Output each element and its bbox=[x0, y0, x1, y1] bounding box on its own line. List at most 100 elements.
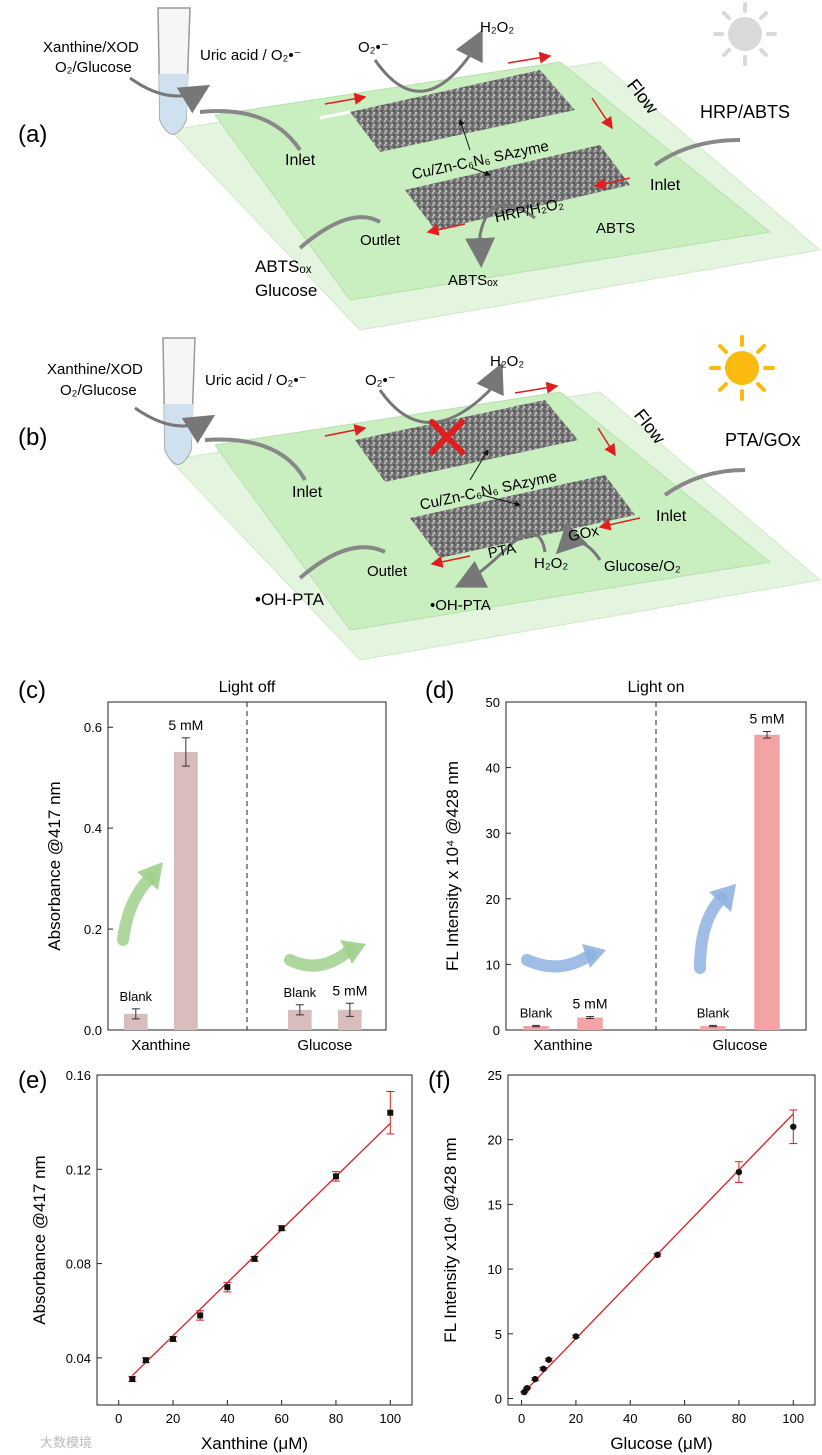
trend-arrow-head bbox=[709, 884, 736, 912]
h2o2-label: H₂O₂ bbox=[490, 353, 524, 370]
y-tick-label: 0.2 bbox=[84, 922, 102, 937]
y-tick-label: 15 bbox=[488, 1197, 502, 1212]
oh-pta-label: •OH-PTA bbox=[430, 597, 491, 614]
chart-c: 0.0 0.2 0.4 0.6 Absorbance @417 nm Light off B… bbox=[45, 679, 387, 1054]
x-tick-label: 20 bbox=[569, 1411, 583, 1426]
x-tick-label: 40 bbox=[623, 1411, 637, 1426]
outlet-tube bbox=[298, 545, 386, 580]
y-tick-label: 0.12 bbox=[66, 1162, 91, 1177]
blocked-cross-icon bbox=[429, 419, 465, 455]
tube-liquid bbox=[164, 404, 194, 464]
inlet-label: Inlet bbox=[285, 152, 316, 169]
x-axis-label: Glucose (μM) bbox=[610, 1434, 712, 1453]
x-tick-label: 80 bbox=[329, 1411, 343, 1426]
y-tick-label: 0.08 bbox=[66, 1257, 91, 1272]
y-tick-label: 20 bbox=[488, 1133, 502, 1148]
data-point bbox=[142, 1357, 149, 1364]
reagent-line2: O₂/Glucose bbox=[60, 382, 137, 399]
panel-letter-a: (a) bbox=[18, 121, 47, 148]
outlet-tube bbox=[298, 215, 381, 250]
x-axis-label: Xanthine (μM) bbox=[201, 1434, 308, 1453]
y-tick-label: 50 bbox=[486, 695, 500, 710]
flow-arrow bbox=[598, 517, 641, 531]
product-label: Uric acid / O₂•⁻ bbox=[205, 372, 307, 389]
flow-arrow bbox=[430, 555, 471, 568]
data-point bbox=[540, 1365, 547, 1372]
bar-label: Blank bbox=[520, 1005, 553, 1020]
superoxide-label: O₂•⁻ bbox=[358, 39, 389, 56]
pointer-arrow bbox=[469, 449, 489, 481]
inlet-label: Inlet bbox=[292, 484, 323, 501]
abts-label: ABTS bbox=[596, 220, 635, 237]
bar-label: 5 mM bbox=[332, 982, 367, 998]
flow-arrow bbox=[324, 92, 367, 105]
trend-arrow-up bbox=[117, 872, 156, 946]
y-tick-label: 0.6 bbox=[84, 720, 102, 735]
inlet-tube-right bbox=[653, 138, 741, 167]
y-tick-label: 20 bbox=[486, 892, 500, 907]
bar bbox=[123, 1013, 148, 1030]
reaction-arrow bbox=[454, 532, 547, 588]
data-point bbox=[278, 1225, 285, 1232]
y-tick-label: 10 bbox=[488, 1262, 502, 1277]
y-axis-label: FL Intensity x10⁴ @428 nm bbox=[441, 1137, 460, 1342]
plot-frame bbox=[96, 1074, 413, 1406]
trend-arrow-flat bbox=[521, 949, 596, 973]
panel-b-schematic: (b) Xanthine/XOD O₂/Glucose Uric acid / … bbox=[18, 335, 822, 661]
gox-label: GOx bbox=[567, 522, 601, 545]
y-axis-label: Absorbance @417 nm bbox=[30, 1155, 49, 1324]
outlet-label: Outlet bbox=[360, 232, 401, 249]
flow-arrow bbox=[597, 427, 616, 457]
reagent-line1: Xanthine/XOD bbox=[47, 361, 143, 378]
right-reagent-label: PTA/GOx bbox=[725, 430, 801, 450]
x-tick-label: 60 bbox=[274, 1411, 288, 1426]
flow-arrow bbox=[507, 51, 552, 64]
reagent-line1: Xanthine/XOD bbox=[43, 39, 139, 56]
y-tick-label: 0 bbox=[495, 1392, 502, 1407]
pointer-arrow bbox=[458, 119, 471, 151]
reagent-line2: O₂/Glucose bbox=[55, 59, 132, 76]
chart-title: Light off bbox=[219, 679, 276, 696]
data-point bbox=[790, 1123, 797, 1130]
data-point bbox=[545, 1356, 552, 1363]
trend-arrow-head bbox=[582, 944, 606, 968]
trend-arrow-up bbox=[694, 892, 728, 974]
inlet-tube-right bbox=[663, 468, 746, 497]
y-axis-label: Absorbance @417 nm bbox=[45, 781, 64, 950]
panel-letter-f: (f) bbox=[428, 1067, 451, 1094]
flow-arrow bbox=[591, 97, 613, 130]
sazyme-strip-upper bbox=[350, 70, 575, 152]
h2o2-label: H₂O₂ bbox=[480, 19, 514, 36]
sazyme-strip-lower bbox=[405, 145, 630, 230]
data-point bbox=[654, 1251, 661, 1259]
reaction-arrow bbox=[373, 29, 483, 93]
bar bbox=[754, 734, 780, 1030]
data-point bbox=[129, 1376, 136, 1383]
group-label: Glucose bbox=[712, 1037, 767, 1054]
y-tick-label: 0.4 bbox=[84, 821, 102, 836]
chart-f: 0 20 40 60 80 100 0 5 10 15 20 25 Glucose (μM) FL Int… bbox=[441, 1068, 816, 1453]
trend-arrow-head bbox=[137, 862, 163, 890]
y-tick-label: 0.16 bbox=[66, 1068, 91, 1083]
data-point bbox=[572, 1333, 580, 1340]
abts-ox-label: ABTSₒₓ bbox=[448, 272, 498, 289]
panel-letter-b: (b) bbox=[18, 424, 47, 451]
x-tick-label: 60 bbox=[677, 1411, 691, 1426]
bar bbox=[174, 751, 198, 1030]
panel-letter-e: (e) bbox=[18, 1067, 47, 1094]
x-tick-label: 0 bbox=[115, 1411, 122, 1426]
x-tick-label: 80 bbox=[732, 1411, 746, 1426]
chart-title: Light on bbox=[628, 679, 685, 696]
bar bbox=[338, 1009, 362, 1030]
data-point bbox=[387, 1109, 394, 1116]
bar-label: Blank bbox=[697, 1005, 730, 1020]
y-tick-label: 0.04 bbox=[66, 1351, 91, 1366]
sun-on-icon bbox=[709, 335, 775, 401]
reaction-arrow bbox=[555, 522, 602, 561]
flow-arrow bbox=[514, 381, 559, 394]
data-point bbox=[735, 1168, 743, 1176]
chart-e: 0 20 40 60 80 100 0.04 0.08 0.12 0.16 Xanthine (μM… bbox=[30, 1068, 413, 1453]
bar bbox=[288, 1009, 312, 1030]
sun-off-icon bbox=[713, 2, 777, 66]
group-label: Xanthine bbox=[131, 1037, 190, 1054]
